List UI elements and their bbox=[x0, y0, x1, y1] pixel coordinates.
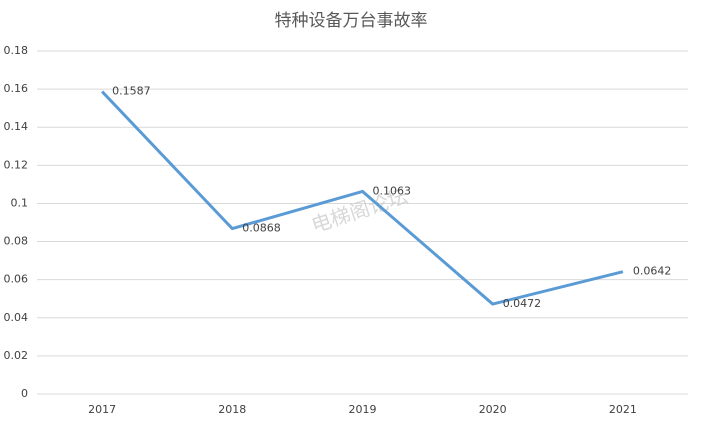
y-tick-label: 0.1 bbox=[11, 196, 29, 209]
x-tick-label: 2021 bbox=[609, 403, 637, 416]
data-label: 0.1587 bbox=[112, 85, 151, 98]
x-tick-label: 2018 bbox=[218, 403, 246, 416]
line bbox=[101, 90, 624, 306]
y-tick-label: 0 bbox=[21, 387, 28, 400]
data-label: 0.0642 bbox=[633, 265, 672, 278]
chart-title: 特种设备万台事故率 bbox=[275, 11, 428, 31]
x-tick-label: 2020 bbox=[479, 403, 507, 416]
x-tick-label: 2019 bbox=[349, 403, 377, 416]
y-tick-label: 0.06 bbox=[4, 273, 29, 286]
y-tick-label: 0.02 bbox=[4, 349, 29, 362]
data-label: 0.0868 bbox=[242, 222, 280, 235]
y-tick-label: 0.14 bbox=[4, 120, 29, 133]
y-tick-label: 0.18 bbox=[4, 44, 29, 57]
y-tick-label: 0.12 bbox=[4, 158, 29, 171]
data-label: 0.1063 bbox=[373, 184, 412, 197]
x-tick-label: 2017 bbox=[88, 403, 116, 416]
data-label: 0.0472 bbox=[503, 297, 542, 310]
y-tick-label: 0.04 bbox=[4, 311, 29, 324]
y-tick-label: 0.16 bbox=[4, 82, 29, 95]
y-tick-label: 0.08 bbox=[4, 235, 29, 248]
